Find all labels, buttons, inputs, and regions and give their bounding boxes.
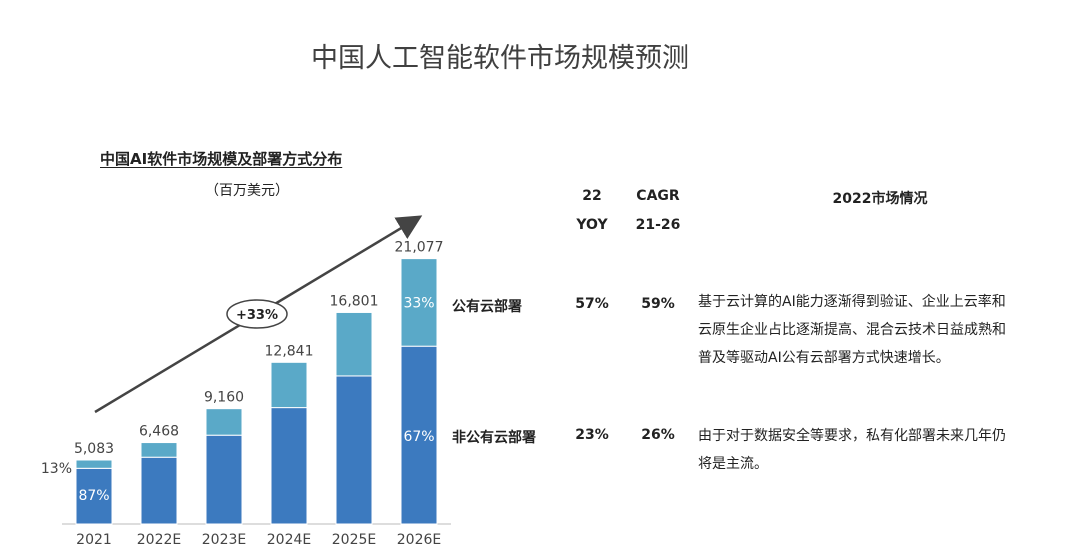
x-tick-label: 2022E bbox=[137, 532, 181, 548]
x-tick-label: 2026E bbox=[397, 532, 441, 548]
x-tick-label: 2021 bbox=[76, 532, 112, 548]
bar-segment-non-public-cloud bbox=[140, 456, 178, 525]
bar-segment-non-public-cloud bbox=[205, 434, 243, 525]
yoy-header-top: 22 bbox=[582, 188, 602, 204]
bar-total-label: 12,841 bbox=[265, 343, 314, 359]
page-title: 中国人工智能软件市场规模预测 bbox=[311, 43, 689, 74]
growth-badge bbox=[226, 299, 288, 329]
x-tick-label: 2024E bbox=[267, 532, 311, 548]
market-header: 2022市场情况 bbox=[832, 191, 928, 207]
row-yoy-public-cloud: 57% bbox=[575, 296, 609, 312]
bar-total-label: 16,801 bbox=[330, 293, 379, 309]
bar-segment-public-cloud bbox=[205, 408, 243, 436]
desc-line: 基于云计算的AI能力逐渐得到验证、企业上云率和 bbox=[698, 294, 1006, 310]
cagr-header-top: CAGR bbox=[636, 188, 680, 204]
row-cagr-public-cloud: 59% bbox=[641, 296, 675, 312]
x-tick-label: 2025E bbox=[332, 532, 376, 548]
bar-segment-public-cloud bbox=[140, 442, 178, 458]
share-label-public-cloud-last: 33% bbox=[403, 295, 434, 311]
bar-segment-non-public-cloud bbox=[335, 375, 373, 525]
row-label-public-cloud: 公有云部署 bbox=[452, 299, 522, 315]
row-label-non-public-cloud: 非公有云部署 bbox=[452, 430, 536, 446]
share-label-public-cloud-first: 13% bbox=[41, 461, 72, 477]
desc-line: 普及等驱动AI公有云部署方式快速增长。 bbox=[698, 350, 950, 366]
row-desc-non-public-cloud: 由于对于数据安全等要求，私有化部署未来几年仍 将是主流。 bbox=[698, 422, 1006, 478]
bar-chart: 5,083 2021 6,468 2022E 9,160 2023E 12,841 2024E… bbox=[41, 215, 451, 548]
bar-segment-public-cloud bbox=[400, 258, 438, 347]
desc-line: 云原生企业占比逐渐提高、混合云技术日益成熟和 bbox=[698, 322, 1006, 338]
bar-total-label: 21,077 bbox=[395, 240, 444, 256]
row-cagr-non-public-cloud: 26% bbox=[641, 427, 675, 443]
row-desc-public-cloud: 基于云计算的AI能力逐渐得到验证、企业上云率和 云原生企业占比逐渐提高、混合云技… bbox=[698, 288, 1006, 372]
bar-segment-public-cloud bbox=[335, 311, 373, 377]
yoy-header-bottom: YOY bbox=[576, 217, 608, 233]
x-tick-label: 2023E bbox=[202, 532, 246, 548]
desc-line: 将是主流。 bbox=[698, 456, 768, 472]
growth-badge-label: +33% bbox=[236, 308, 278, 323]
bar-total-label: 6,468 bbox=[139, 424, 179, 440]
cagr-header-bottom: 21-26 bbox=[635, 217, 681, 233]
chart-unit: （百万美元） bbox=[205, 183, 289, 199]
bar-total-label: 9,160 bbox=[204, 390, 244, 406]
chart-title: 中国AI软件市场规模及部署方式分布 bbox=[100, 150, 343, 168]
bar-segment-public-cloud bbox=[270, 361, 308, 409]
bar-total-label: 5,083 bbox=[74, 441, 114, 457]
share-label-non-public-cloud-first: 87% bbox=[78, 488, 109, 504]
bar-segment-non-public-cloud bbox=[400, 345, 438, 525]
desc-line: 由于对于数据安全等要求，私有化部署未来几年仍 bbox=[698, 428, 1006, 444]
row-yoy-non-public-cloud: 23% bbox=[575, 427, 609, 443]
bar-segment-non-public-cloud bbox=[270, 407, 308, 525]
share-label-non-public-cloud-last: 67% bbox=[403, 429, 434, 445]
bar-segment-public-cloud bbox=[75, 459, 113, 469]
